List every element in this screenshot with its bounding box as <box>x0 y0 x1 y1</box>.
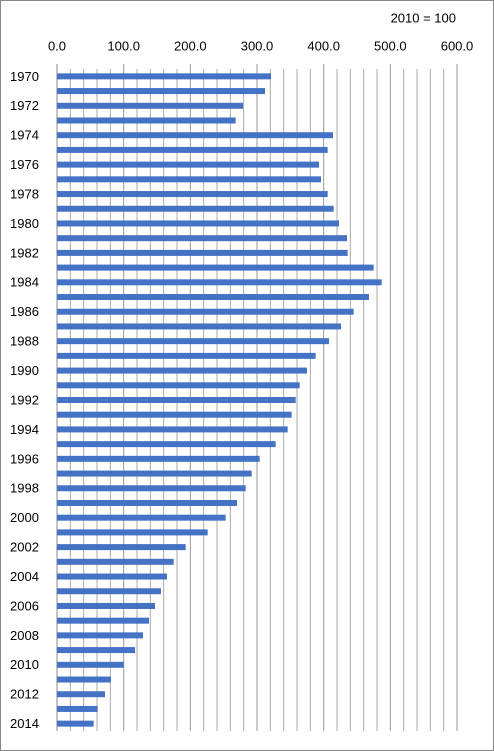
bar <box>57 705 98 712</box>
y-tick-label: 1988 <box>10 334 39 349</box>
bar <box>57 161 319 168</box>
bar <box>57 279 382 286</box>
bar <box>57 176 321 183</box>
bar <box>57 323 341 330</box>
bar <box>57 499 237 506</box>
bar <box>57 485 246 492</box>
bar <box>57 720 94 727</box>
bar <box>57 573 167 580</box>
bar <box>57 411 292 418</box>
y-tick-label: 1998 <box>10 481 39 496</box>
x-tick-label: 600.0 <box>441 38 474 53</box>
x-tick-label: 0.0 <box>48 38 66 53</box>
y-tick-label: 1996 <box>10 451 39 466</box>
bar <box>57 73 271 80</box>
y-tick-label: 1980 <box>10 216 39 231</box>
bar <box>57 558 174 565</box>
y-tick-label: 1972 <box>10 98 39 113</box>
bar <box>57 691 105 698</box>
x-tick-label: 400.0 <box>307 38 340 53</box>
bar <box>57 455 260 462</box>
bar <box>57 338 329 345</box>
y-tick-label: 1990 <box>10 363 39 378</box>
bar <box>57 382 300 389</box>
y-tick-label: 1974 <box>10 128 39 143</box>
bar <box>57 470 252 477</box>
annotation: 2010 = 100 <box>391 10 456 25</box>
y-tick-label: 1984 <box>10 275 39 290</box>
x-tick-label: 200.0 <box>174 38 207 53</box>
y-tick-label: 2008 <box>10 628 39 643</box>
bar <box>57 191 328 198</box>
y-tick-label: 1976 <box>10 157 39 172</box>
bar <box>57 117 236 124</box>
bar <box>57 249 348 256</box>
y-tick-label: 1994 <box>10 422 39 437</box>
bar <box>57 235 347 242</box>
y-tick-label: 1992 <box>10 392 39 407</box>
bar <box>57 88 265 95</box>
bar <box>57 397 296 403</box>
x-tick-label: 500.0 <box>374 38 407 53</box>
y-tick-label: 1970 <box>10 69 39 84</box>
y-tick-label: 2012 <box>10 687 39 702</box>
bar <box>57 661 124 668</box>
bar <box>57 617 149 624</box>
bar <box>57 676 111 683</box>
y-tick-label: 1982 <box>10 245 39 260</box>
y-tick-label: 2004 <box>10 569 39 584</box>
bar <box>57 132 333 139</box>
y-tick-label: 2014 <box>10 716 39 731</box>
y-tick-label: 2000 <box>10 510 39 525</box>
y-tick-label: 2002 <box>10 540 39 555</box>
bar <box>57 647 135 654</box>
bar <box>57 146 328 153</box>
bar <box>57 529 208 536</box>
bar <box>57 205 334 212</box>
bar <box>57 514 226 521</box>
bar <box>57 441 276 448</box>
bar <box>57 352 316 359</box>
bar <box>57 264 374 271</box>
x-tick-label: 300.0 <box>241 38 274 53</box>
bar <box>57 367 307 374</box>
bar <box>57 426 288 433</box>
y-tick-label: 2006 <box>10 598 39 613</box>
bar <box>57 220 339 227</box>
bar <box>57 294 369 301</box>
bar <box>57 588 161 595</box>
bar <box>57 602 155 609</box>
bar <box>57 102 243 109</box>
bar <box>57 308 354 315</box>
y-tick-label: 2010 <box>10 657 39 672</box>
bar <box>57 544 186 551</box>
x-tick-label: 100.0 <box>107 38 140 53</box>
y-tick-label: 1978 <box>10 186 39 201</box>
y-tick-label: 1986 <box>10 304 39 319</box>
bar <box>57 632 143 639</box>
